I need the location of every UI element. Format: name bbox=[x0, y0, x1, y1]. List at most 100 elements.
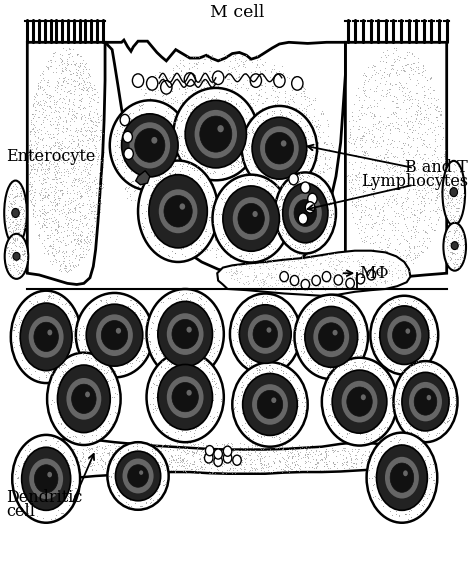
Point bbox=[146, 109, 154, 118]
Point bbox=[146, 164, 154, 173]
Point bbox=[120, 158, 128, 167]
Point bbox=[54, 178, 61, 188]
Point bbox=[395, 495, 403, 504]
Point bbox=[255, 209, 263, 218]
Point bbox=[34, 297, 41, 307]
Point bbox=[286, 447, 293, 456]
Point bbox=[405, 251, 413, 260]
Point bbox=[389, 191, 396, 200]
Point bbox=[292, 243, 299, 252]
Point bbox=[155, 371, 163, 380]
Point bbox=[10, 342, 18, 351]
Point bbox=[253, 202, 261, 211]
Point bbox=[347, 355, 355, 364]
Point bbox=[278, 468, 285, 477]
Point bbox=[198, 172, 205, 181]
Point bbox=[401, 166, 408, 176]
Point bbox=[89, 227, 96, 236]
Point bbox=[67, 393, 74, 402]
Point bbox=[236, 277, 243, 286]
Point bbox=[128, 358, 136, 367]
Point bbox=[345, 251, 352, 260]
Point bbox=[373, 230, 381, 239]
Point bbox=[53, 154, 61, 164]
Point bbox=[167, 170, 174, 179]
Point bbox=[438, 188, 445, 197]
Point bbox=[359, 150, 367, 159]
Point bbox=[281, 420, 288, 430]
Point bbox=[118, 155, 125, 164]
Point bbox=[152, 70, 159, 80]
Point bbox=[409, 157, 417, 166]
Point bbox=[272, 386, 279, 395]
Point bbox=[18, 341, 26, 350]
Point bbox=[283, 136, 291, 145]
Point bbox=[379, 214, 386, 223]
Point bbox=[289, 452, 296, 461]
Point bbox=[23, 451, 30, 460]
Point bbox=[323, 228, 330, 237]
Point bbox=[417, 369, 424, 378]
Point bbox=[166, 172, 174, 181]
Point bbox=[82, 130, 90, 140]
Point bbox=[163, 317, 171, 326]
Point bbox=[362, 202, 370, 211]
Point bbox=[26, 136, 33, 145]
Point bbox=[123, 145, 131, 154]
Point bbox=[361, 122, 369, 132]
Point bbox=[84, 460, 92, 470]
Point bbox=[239, 194, 246, 203]
Point bbox=[67, 69, 75, 78]
Point bbox=[266, 72, 274, 81]
Point bbox=[345, 178, 353, 187]
Point bbox=[395, 212, 402, 221]
Point bbox=[192, 242, 200, 251]
Point bbox=[454, 203, 462, 212]
Point bbox=[284, 265, 292, 275]
Point bbox=[44, 500, 52, 509]
Point bbox=[371, 447, 378, 456]
Point bbox=[122, 305, 129, 315]
Point bbox=[409, 412, 416, 421]
Point bbox=[192, 232, 200, 241]
Point bbox=[52, 224, 59, 233]
Point bbox=[93, 155, 100, 164]
Point bbox=[32, 452, 39, 462]
Point bbox=[263, 156, 271, 165]
Point bbox=[255, 256, 263, 265]
Point bbox=[204, 360, 211, 369]
Point bbox=[143, 141, 151, 150]
Point bbox=[169, 109, 177, 118]
Point bbox=[272, 447, 280, 456]
Point bbox=[98, 178, 106, 188]
Point bbox=[375, 448, 383, 457]
Point bbox=[191, 149, 198, 158]
Point bbox=[370, 65, 377, 74]
Point bbox=[237, 252, 245, 261]
Point bbox=[259, 444, 267, 454]
Point bbox=[44, 249, 51, 258]
Point bbox=[246, 173, 254, 182]
Point bbox=[153, 326, 160, 335]
Point bbox=[246, 362, 253, 371]
Point bbox=[50, 217, 57, 226]
Point bbox=[287, 448, 295, 458]
Point bbox=[149, 379, 156, 388]
Point bbox=[300, 209, 308, 218]
Point bbox=[267, 272, 275, 281]
Point bbox=[180, 289, 187, 298]
Point bbox=[398, 349, 405, 359]
Point bbox=[357, 108, 365, 117]
Point bbox=[187, 464, 194, 474]
Point bbox=[359, 187, 367, 196]
Point bbox=[181, 200, 189, 209]
Point bbox=[383, 160, 391, 169]
Point bbox=[310, 209, 317, 219]
Point bbox=[222, 205, 230, 214]
Point bbox=[290, 256, 298, 265]
Point bbox=[43, 349, 51, 358]
Point bbox=[226, 195, 234, 204]
Point bbox=[156, 162, 164, 172]
Point bbox=[247, 449, 255, 458]
Point bbox=[335, 362, 342, 371]
